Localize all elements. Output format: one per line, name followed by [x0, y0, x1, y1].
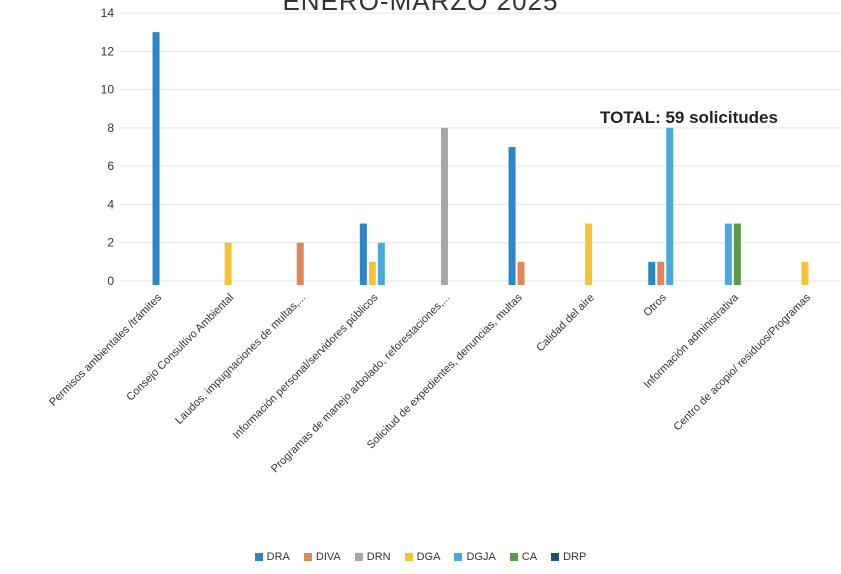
legend-item-dga: DGA	[404, 551, 441, 563]
legend-label: DRP	[563, 551, 587, 563]
legend-label: DRN	[366, 551, 391, 563]
x-category-label: Solicitud de expedientes, denuncias, mul…	[365, 291, 525, 451]
x-category-label: Otros	[641, 291, 669, 319]
bar-dra	[152, 32, 160, 286]
bar-diva	[657, 261, 665, 285]
y-tick-label: 2	[107, 236, 114, 250]
y-tick-label: 12	[101, 44, 115, 58]
total-label: TOTAL: 59 solicitudes	[600, 108, 778, 127]
bar-dra	[359, 223, 367, 285]
legend-swatch	[509, 553, 518, 561]
y-tick-label: 0	[107, 274, 114, 288]
bar-diva	[517, 261, 525, 285]
bar-dga	[801, 261, 809, 285]
y-tick-label: 4	[107, 197, 114, 211]
legend-swatch	[551, 553, 560, 561]
legend-item-ca: CA	[509, 551, 538, 563]
y-tick-label: 10	[101, 83, 115, 97]
bar-dga	[224, 242, 232, 285]
bar-dgja	[377, 242, 385, 285]
legend: DRA DIVA DRN DGA DGJA CA DRP	[0, 551, 841, 563]
chart-title: ENERO-MARZO 2025	[282, 0, 559, 16]
x-category-label: Calidad del aire	[534, 292, 597, 355]
x-category-label: Permisos ambientales /trámites	[47, 291, 164, 408]
legend-item-dgja: DGJA	[454, 551, 496, 563]
legend-swatch	[404, 553, 413, 561]
bar-dga	[585, 223, 593, 285]
bar-dgja	[666, 127, 674, 285]
y-tick-label: 8	[107, 121, 114, 135]
legend-item-diva: DIVA	[303, 551, 341, 563]
legend-label: CA	[521, 551, 538, 563]
legend-item-drp: DRP	[551, 551, 586, 563]
legend-label: DGJA	[466, 551, 496, 563]
x-category-label: Laudos, impugnaciones de multas,...	[173, 292, 308, 427]
bar-dra	[508, 147, 516, 285]
legend-swatch	[303, 553, 312, 561]
x-category-label: Centro de acopio/ residuos/Programas	[671, 291, 813, 433]
legend-swatch	[354, 553, 363, 561]
legend-swatch	[454, 553, 463, 561]
legend-label: DRA	[266, 551, 290, 563]
x-category-label: Información personal/servidores públicos	[231, 291, 381, 441]
legend-item-drn: DRN	[354, 551, 391, 563]
legend-item-dra: DRA	[254, 551, 290, 563]
bar-dra	[648, 261, 656, 285]
bar-ca	[733, 223, 741, 285]
bar-dga	[368, 261, 376, 285]
bar-drn	[440, 127, 448, 285]
legend-label: DIVA	[315, 551, 341, 563]
legend-swatch	[254, 553, 263, 561]
bar-diva	[296, 242, 304, 285]
legend-label: DGA	[416, 551, 441, 563]
bar-dgja	[724, 223, 732, 285]
y-tick-label: 14	[101, 6, 115, 20]
y-tick-label: 6	[107, 159, 114, 173]
